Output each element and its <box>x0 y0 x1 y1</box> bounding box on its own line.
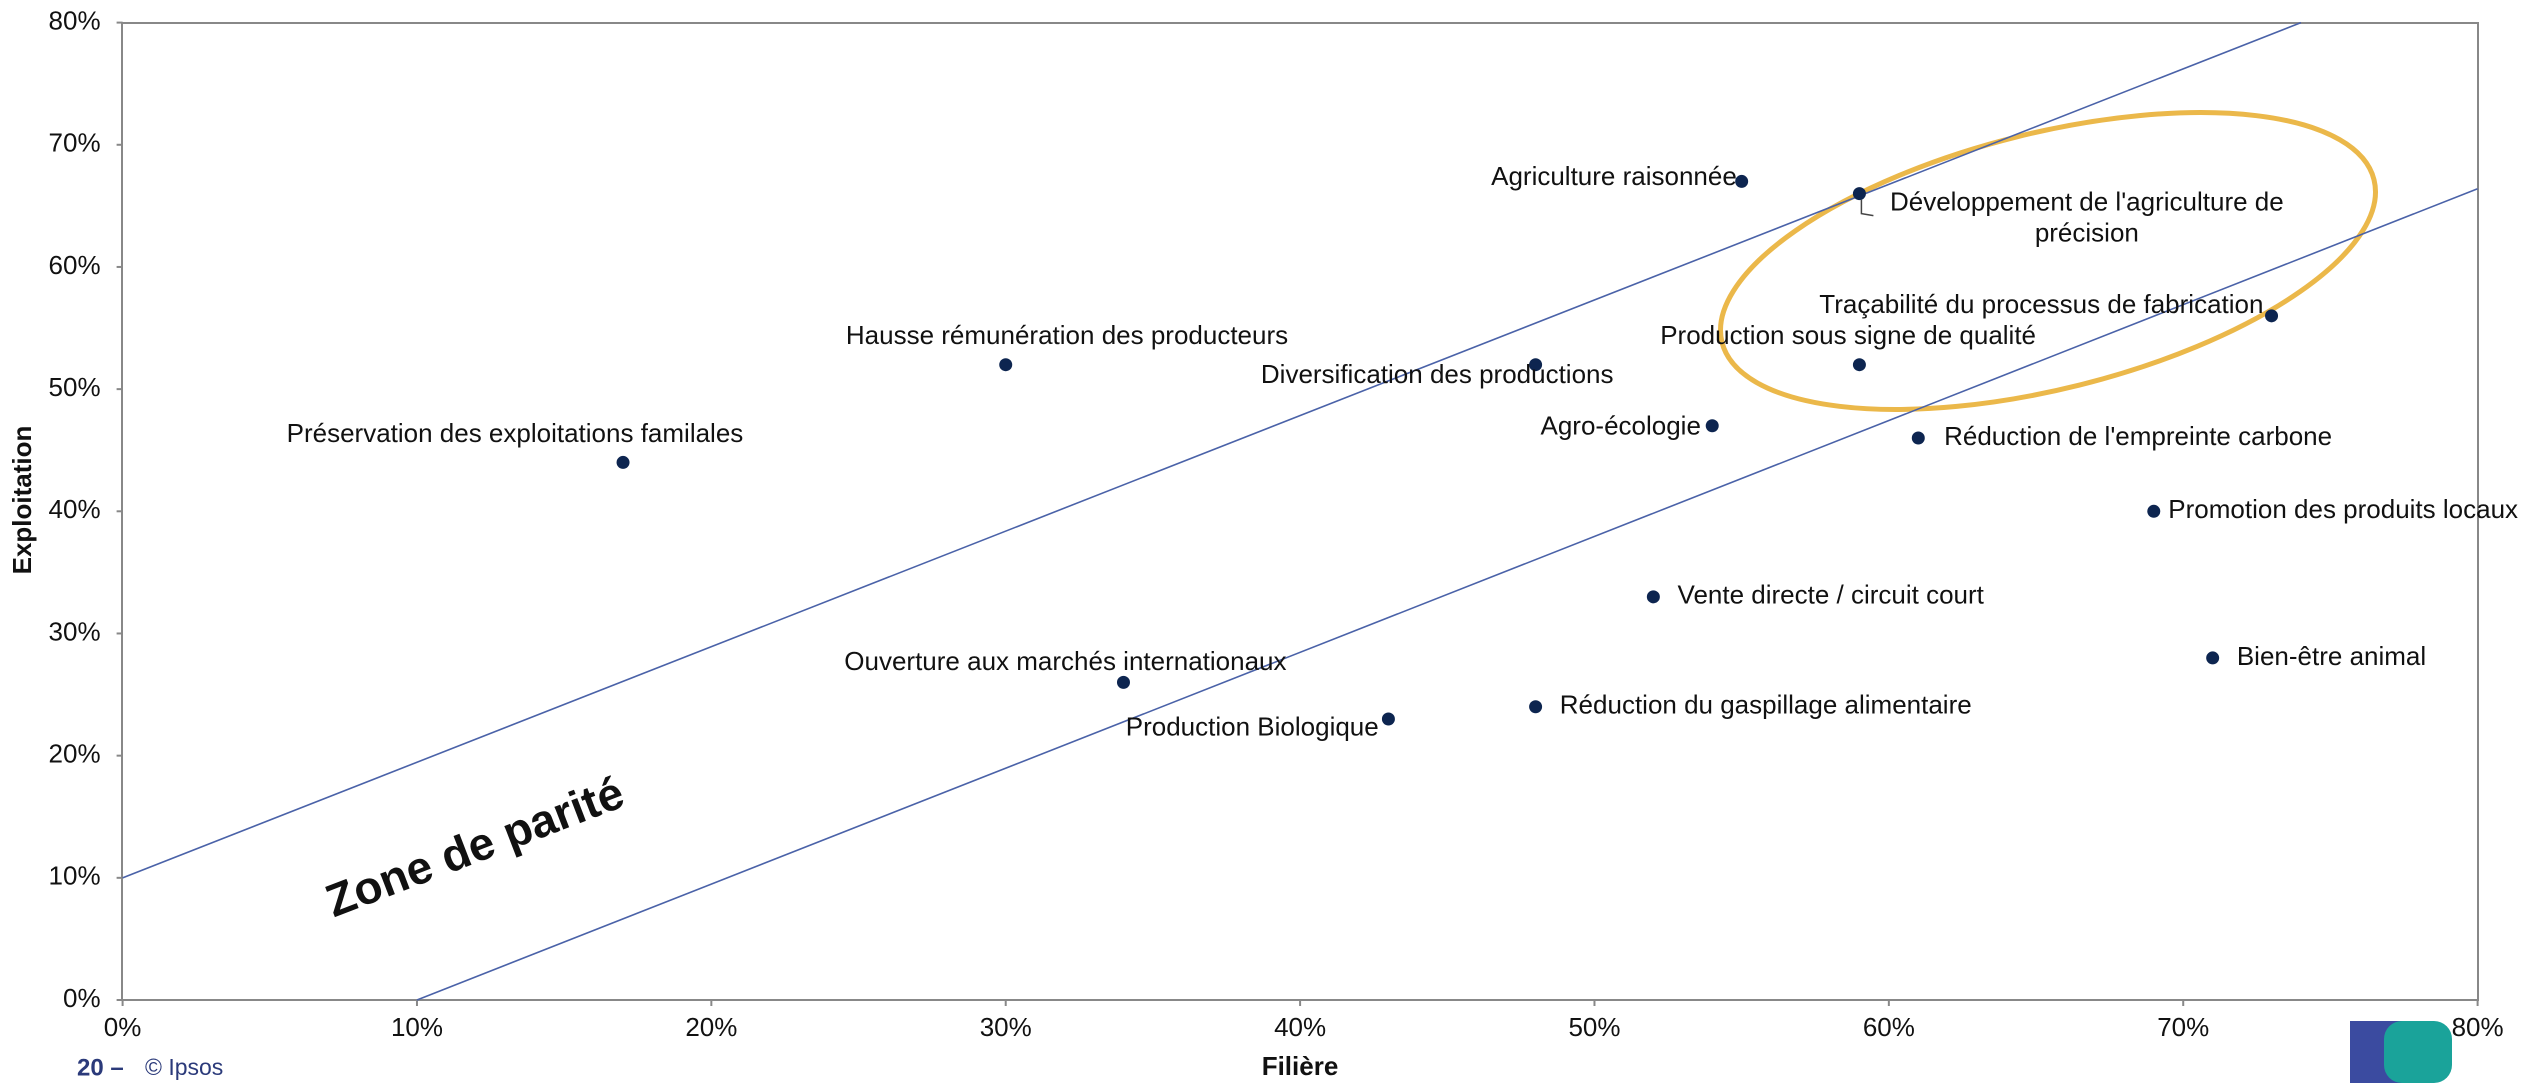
logo-block <box>2384 1021 2452 1083</box>
y-tick-label: 50% <box>49 372 101 402</box>
x-axis-title: Filière <box>1262 1051 1339 1081</box>
point <box>1705 419 1719 433</box>
point <box>2147 504 2161 518</box>
x-tick-label: 0% <box>104 1012 142 1042</box>
point <box>2265 309 2279 323</box>
point <box>1911 431 1925 445</box>
y-tick-label: 10% <box>49 861 101 891</box>
leader <box>1860 199 1874 217</box>
x-tick-label: 50% <box>1568 1012 1620 1042</box>
x-tick-label: 10% <box>391 1012 443 1042</box>
zone-annotation: Zone de parité <box>319 766 631 927</box>
x-tick-label: 20% <box>685 1012 737 1042</box>
point-label: Bien-être animal <box>2237 641 2426 671</box>
y-tick-label: 80% <box>49 5 101 35</box>
point-label: Production Biologique <box>1126 712 1379 742</box>
x-tick-label: 80% <box>2452 1012 2504 1042</box>
point <box>2206 651 2220 665</box>
page-number: 20 – <box>77 1054 124 1081</box>
x-tick-label: 30% <box>980 1012 1032 1042</box>
point <box>999 358 1013 372</box>
point <box>1529 700 1543 714</box>
point <box>1381 712 1395 726</box>
point <box>1529 358 1543 372</box>
y-tick-label: 40% <box>49 494 101 524</box>
y-tick-label: 20% <box>49 739 101 769</box>
y-tick-label: 0% <box>63 983 101 1013</box>
point <box>1852 187 1866 201</box>
y-axis-title: Exploitation <box>7 426 37 575</box>
point <box>1735 174 1749 188</box>
point <box>1852 358 1866 372</box>
point-label: Promotion des produits locaux <box>2168 494 2518 524</box>
point-label: Hausse rémunération des producteurs <box>846 320 1288 350</box>
point-label: Production sous signe de qualité <box>1660 320 2036 350</box>
point <box>1116 675 1130 689</box>
y-tick-label: 70% <box>49 128 101 158</box>
highlight-ellipse <box>1718 110 2378 412</box>
y-tick-label: 30% <box>49 616 101 646</box>
x-tick-label: 40% <box>1274 1012 1326 1042</box>
parity-line <box>416 188 2478 1001</box>
point-label: Préservation des exploitations familales <box>287 418 744 448</box>
point-label: Réduction de l'empreinte carbone <box>1944 421 2332 451</box>
point-label: Développement de l'agriculture de précisi… <box>1890 186 2284 247</box>
x-tick-label: 60% <box>1863 1012 1915 1042</box>
copyright: © Ipsos <box>145 1054 223 1080</box>
point-label: Agro-écologie <box>1540 410 1700 440</box>
point-label: Diversification des productions <box>1261 359 1614 389</box>
point-label: Ouverture aux marchés internationaux <box>844 646 1286 676</box>
y-tick-label: 60% <box>49 250 101 280</box>
point-label: Traçabilité du processus de fabrication <box>1819 289 2263 319</box>
point <box>616 455 630 469</box>
parity-line <box>122 21 2302 879</box>
point <box>1646 590 1660 604</box>
point-label: Agriculture raisonnée <box>1491 161 1737 191</box>
point-label: Réduction du gaspillage alimentaire <box>1560 690 1972 720</box>
x-tick-label: 70% <box>2157 1012 2209 1042</box>
point-label: Vente directe / circuit court <box>1678 580 1985 610</box>
